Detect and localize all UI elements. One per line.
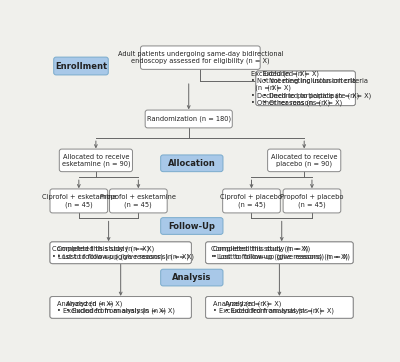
FancyBboxPatch shape <box>206 242 353 264</box>
FancyBboxPatch shape <box>206 296 353 318</box>
FancyBboxPatch shape <box>50 296 191 318</box>
Text: Excluded (n = X)
• Not meeting inclusion criteria
  (n = X)
• Declined to partic: Excluded (n = X) • Not meeting inclusion… <box>252 70 360 106</box>
FancyBboxPatch shape <box>145 110 232 128</box>
FancyBboxPatch shape <box>161 155 223 172</box>
FancyBboxPatch shape <box>50 242 191 264</box>
Text: Analyzed (n = X)
• Excluded from analysis (n = X): Analyzed (n = X) • Excluded from analysi… <box>213 300 322 315</box>
FancyBboxPatch shape <box>161 218 223 234</box>
FancyBboxPatch shape <box>140 46 260 70</box>
Text: Propofol + esketamine
(n = 45): Propofol + esketamine (n = 45) <box>100 194 176 208</box>
Text: Adult patients undergoing same-day bidirectional
endoscopy assessed for eligibil: Adult patients undergoing same-day bidir… <box>118 51 283 64</box>
Text: Allocation: Allocation <box>168 159 216 168</box>
Text: Propofol + placebo
(n = 45): Propofol + placebo (n = 45) <box>280 194 344 208</box>
FancyBboxPatch shape <box>54 57 108 75</box>
FancyBboxPatch shape <box>50 189 108 213</box>
Text: Analysis: Analysis <box>172 273 212 282</box>
FancyBboxPatch shape <box>110 189 167 213</box>
FancyBboxPatch shape <box>50 296 191 318</box>
FancyBboxPatch shape <box>256 71 355 106</box>
Text: Ciprofol + esketamine
(n = 45): Ciprofol + esketamine (n = 45) <box>42 194 116 208</box>
Text: Enrollment: Enrollment <box>55 62 107 71</box>
FancyBboxPatch shape <box>268 149 341 172</box>
FancyBboxPatch shape <box>206 296 353 318</box>
FancyBboxPatch shape <box>283 189 341 213</box>
Text: Ciprofol + placebo
(n = 45): Ciprofol + placebo (n = 45) <box>220 194 282 208</box>
FancyBboxPatch shape <box>256 71 355 106</box>
Text: Completed this study (n = X)
• Lost to follow-up (give reasons) (n = X): Completed this study (n = X) • Lost to f… <box>211 246 348 260</box>
Text: Completed this study (n = X)
• Lost to follow-up (give reasons) (n = X): Completed this study (n = X) • Lost to f… <box>57 246 194 260</box>
Text: Allocated to receive
esketamine (n = 90): Allocated to receive esketamine (n = 90) <box>62 153 130 167</box>
Text: Analyzed (n = X)
• Excluded from analysis (n = X): Analyzed (n = X) • Excluded from analysi… <box>225 300 334 315</box>
FancyBboxPatch shape <box>206 242 353 264</box>
FancyBboxPatch shape <box>161 269 223 286</box>
Text: Randomization (n = 180): Randomization (n = 180) <box>147 116 231 122</box>
Text: Completed this study (n = X)
• Lost to follow-up (give reasons) (n = X): Completed this study (n = X) • Lost to f… <box>52 246 189 260</box>
FancyBboxPatch shape <box>59 149 132 172</box>
Text: Follow-Up: Follow-Up <box>168 222 215 231</box>
FancyBboxPatch shape <box>50 242 191 264</box>
Text: Completed this study (n = X)
• Lost to follow-up (give reasons) (n = X): Completed this study (n = X) • Lost to f… <box>213 246 350 260</box>
Text: Analyzed (n = X)
• Excluded from analysis (n = X): Analyzed (n = X) • Excluded from analysi… <box>66 300 175 315</box>
Text: Excluded (n = X)
• Not meeting inclusion criteria
  (n = X)
• Declined to partic: Excluded (n = X) • Not meeting inclusion… <box>263 70 371 106</box>
FancyBboxPatch shape <box>223 189 280 213</box>
Text: Analyzed (n = X)
• Excluded from analysis (n = X): Analyzed (n = X) • Excluded from analysi… <box>57 300 166 315</box>
Text: Allocated to receive
placebo (n = 90): Allocated to receive placebo (n = 90) <box>271 153 338 167</box>
